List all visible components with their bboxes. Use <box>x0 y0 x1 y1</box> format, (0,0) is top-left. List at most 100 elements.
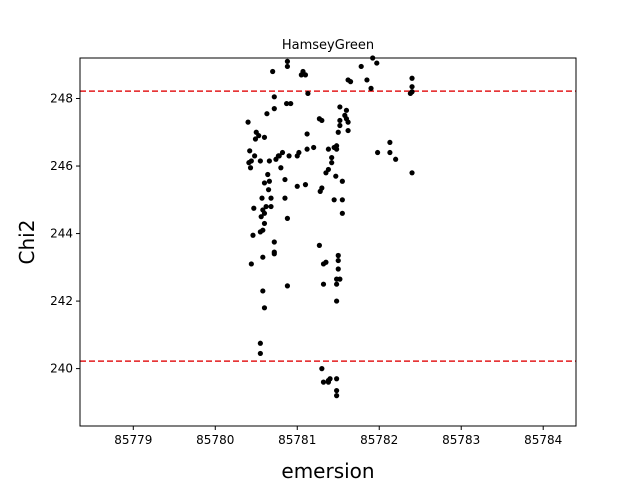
data-point <box>320 281 327 287</box>
data-point <box>345 119 351 125</box>
data-point <box>247 148 253 154</box>
data-point <box>284 215 291 221</box>
data-point <box>304 146 310 152</box>
data-point <box>364 77 370 83</box>
data-point <box>333 173 339 179</box>
x-tick-label: 85784 <box>524 433 562 447</box>
data-point <box>334 387 340 394</box>
data-point <box>251 205 257 211</box>
y-tick-label: 240 <box>50 362 73 376</box>
data-point <box>283 100 290 107</box>
data-point <box>260 227 266 233</box>
data-point <box>339 197 345 203</box>
y-tick-label: 242 <box>50 294 73 308</box>
data-point <box>261 305 268 311</box>
data-point <box>337 122 343 129</box>
data-point <box>258 214 264 220</box>
data-point <box>257 158 263 164</box>
data-point <box>265 171 271 178</box>
data-point <box>270 68 276 75</box>
chart-title: HamseyGreen <box>282 38 374 53</box>
data-point <box>325 166 332 173</box>
data-point <box>329 154 335 161</box>
data-point <box>276 153 282 159</box>
data-point <box>248 261 254 267</box>
data-point <box>334 146 340 152</box>
reference-lines <box>80 90 576 362</box>
data-point <box>320 379 327 385</box>
data-point <box>339 210 345 216</box>
x-tick-label: 85782 <box>360 433 398 447</box>
data-point <box>329 160 335 166</box>
data-point <box>257 340 263 346</box>
data-point <box>335 257 341 264</box>
data-point <box>374 60 380 66</box>
data-point <box>339 178 345 184</box>
data-point <box>335 129 341 135</box>
data-point <box>334 376 340 382</box>
data-point <box>337 104 343 110</box>
data-point <box>409 89 415 95</box>
data-point <box>331 197 337 203</box>
data-point <box>268 203 274 210</box>
data-point <box>302 72 309 78</box>
data-point <box>343 107 350 113</box>
data-point <box>282 176 288 183</box>
data-point <box>260 254 266 260</box>
x-axis-label: emersion <box>281 459 374 480</box>
data-point <box>325 377 332 384</box>
data-point <box>284 63 291 70</box>
data-point <box>279 149 286 156</box>
data-point <box>319 117 325 124</box>
data-point <box>248 158 254 164</box>
x-axis-ticks: 85779 85780 85781 85782 85783 85784 <box>114 426 562 447</box>
data-point <box>261 220 268 227</box>
data-point <box>319 366 325 372</box>
data-point <box>252 153 258 159</box>
y-axis-ticks: 240 242 244 246 248 <box>50 92 80 376</box>
data-point <box>261 180 268 186</box>
data-point <box>256 133 262 139</box>
data-point <box>284 283 291 289</box>
data-point <box>325 146 332 152</box>
data-point <box>271 239 277 245</box>
data-point <box>337 117 343 124</box>
data-point <box>271 94 277 100</box>
data-point <box>334 393 340 399</box>
data-point <box>409 84 415 90</box>
data-point <box>334 281 340 287</box>
data-point <box>335 266 341 272</box>
y-tick-label: 246 <box>50 159 73 173</box>
data-point <box>266 178 272 184</box>
y-tick-label: 244 <box>50 227 73 241</box>
data-point <box>305 90 311 97</box>
data-point <box>368 85 374 91</box>
data-point <box>323 259 329 265</box>
data-point <box>319 185 325 191</box>
data-point <box>375 149 381 156</box>
data-point <box>265 187 272 193</box>
data-point <box>282 195 288 201</box>
data-point <box>409 170 415 176</box>
data-point <box>294 183 300 189</box>
data-point <box>335 252 341 259</box>
data-point <box>409 75 415 81</box>
data-point <box>263 203 269 210</box>
data-point <box>302 182 309 188</box>
data-point <box>261 210 268 216</box>
data-point <box>345 127 351 134</box>
y-tick-label: 248 <box>50 92 73 106</box>
data-point <box>260 288 266 294</box>
data-point <box>304 131 310 137</box>
x-tick-label: 85779 <box>114 433 152 447</box>
data-point <box>316 242 322 248</box>
data-point <box>245 119 251 125</box>
data-point <box>250 232 256 238</box>
data-point <box>311 144 317 151</box>
data-point <box>268 195 274 201</box>
x-tick-label: 85780 <box>196 433 234 447</box>
data-point <box>393 156 399 162</box>
data-point <box>387 139 393 146</box>
